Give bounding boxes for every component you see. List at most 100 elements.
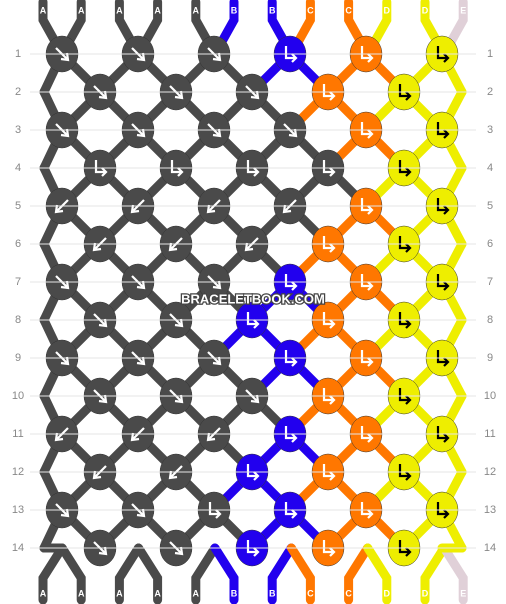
knot-arrow-head: [329, 91, 336, 101]
knot-arrow: [322, 388, 333, 402]
knot-arrow-head: [329, 547, 336, 557]
knot-arrow-head: [136, 508, 146, 518]
knot-arrow-head: [291, 509, 298, 519]
row-label: 12: [12, 466, 24, 478]
string-label: A: [193, 588, 200, 598]
thread-bottom: [57, 543, 86, 604]
knot-arrow-head: [98, 90, 108, 100]
knot-arrow-head: [329, 167, 336, 177]
thread-bottom: [439, 543, 468, 604]
string-label: A: [78, 588, 85, 598]
knot-arrow-head: [54, 204, 64, 214]
knot-arrow-head: [174, 318, 184, 328]
knot-arrow-head: [329, 243, 336, 253]
row-label: 10: [484, 390, 496, 402]
knot-arrow-head: [253, 167, 260, 177]
string-label: A: [40, 5, 47, 15]
knot-arrow-head: [291, 281, 298, 291]
row-label: 5: [487, 200, 493, 212]
knot-arrow: [284, 46, 295, 60]
knot-arrow-head: [405, 167, 412, 177]
row-label: 13: [12, 504, 24, 516]
knot-arrow-head: [405, 395, 412, 405]
string-label: A: [78, 5, 85, 15]
knot-arrow-head: [174, 394, 184, 404]
thread-bottom: [286, 543, 315, 604]
knot-arrow-head: [443, 205, 450, 215]
knot-arrow-head: [92, 242, 102, 252]
row-label: 8: [487, 314, 493, 326]
thread-bottom: [134, 543, 163, 604]
thread-bottom: [420, 543, 449, 604]
knot-arrow: [398, 160, 409, 174]
knot-arrow: [360, 426, 371, 440]
knot-arrow: [284, 274, 295, 288]
row-label: 2: [487, 86, 493, 98]
knot-arrow: [436, 502, 447, 516]
row-label: 4: [487, 162, 493, 174]
string-label: A: [193, 5, 200, 15]
thread-bottom: [210, 543, 239, 604]
knot-arrow-head: [101, 167, 108, 177]
knot-arrow-head: [443, 53, 450, 63]
knot-arrow: [360, 198, 371, 212]
string-label: E: [460, 588, 466, 598]
row-label: 11: [484, 428, 495, 440]
knot-arrow: [436, 198, 447, 212]
knot-arrow-head: [367, 129, 374, 139]
string-label: B: [231, 5, 238, 15]
knot-arrow: [94, 160, 105, 174]
string-label: A: [116, 5, 123, 15]
string-label: A: [116, 588, 123, 598]
string-label: B: [231, 588, 238, 598]
row-label: 6: [487, 238, 493, 250]
row-label: 3: [487, 124, 493, 136]
string-label: D: [384, 588, 391, 598]
row-label: 9: [15, 352, 21, 364]
knot-arrow: [398, 464, 409, 478]
knot-arrow-head: [405, 547, 412, 557]
knot-arrow-head: [177, 167, 184, 177]
row-label: 7: [487, 276, 493, 288]
thread-bottom: [191, 543, 220, 604]
row-label: 7: [15, 276, 21, 288]
knot-arrow-head: [60, 128, 70, 138]
string-label: A: [154, 5, 161, 15]
knot-arrow-head: [291, 433, 298, 443]
knot-arrow-head: [443, 433, 450, 443]
thread-bottom: [344, 543, 373, 604]
knot-arrow-head: [215, 509, 222, 519]
string-label: C: [345, 588, 352, 598]
string-label: C: [345, 5, 352, 15]
knot-arrow-head: [174, 90, 184, 100]
knot-arrow-head: [130, 204, 140, 214]
knot-arrow: [436, 46, 447, 60]
knot-arrow-head: [168, 470, 178, 480]
knot-arrow-head: [253, 471, 260, 481]
knot-arrow-head: [405, 243, 412, 253]
thread-bottom: [114, 543, 143, 604]
knot-arrow-head: [136, 280, 146, 290]
thread-bottom: [363, 543, 392, 604]
knot-arrow-head: [405, 471, 412, 481]
string-label: A: [154, 588, 161, 598]
knot-arrow: [284, 350, 295, 364]
knot-arrow-head: [60, 508, 70, 518]
knot-arrow-head: [443, 129, 450, 139]
string-label: D: [384, 5, 391, 15]
knot-arrow-head: [405, 91, 412, 101]
knot-arrow-head: [212, 280, 222, 290]
knot-arrow-head: [443, 281, 450, 291]
knot-arrow-head: [329, 395, 336, 405]
string-label: C: [307, 5, 314, 15]
row-label: 13: [484, 504, 496, 516]
knot-arrow: [322, 464, 333, 478]
knot-arrow-head: [98, 546, 108, 556]
string-label: D: [422, 588, 429, 598]
knot-arrow: [398, 236, 409, 250]
row-label: 11: [12, 428, 23, 440]
knot-arrow-head: [282, 204, 292, 214]
knot-arrow: [284, 502, 295, 516]
knot-arrow: [398, 540, 409, 554]
